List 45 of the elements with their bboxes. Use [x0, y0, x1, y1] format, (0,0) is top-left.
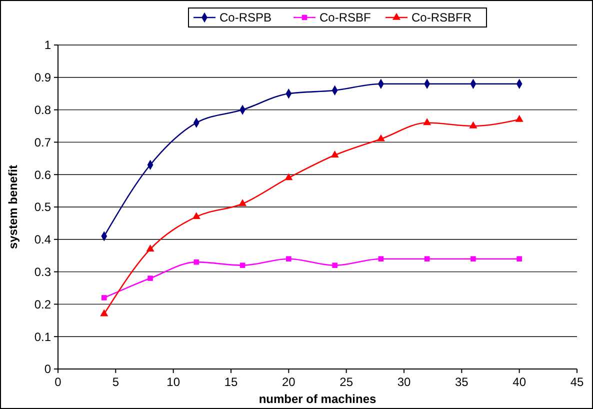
y-tick-label: 0.8 [34, 103, 52, 117]
point [101, 295, 107, 300]
point [378, 256, 384, 262]
x-tick-label: 10 [166, 375, 180, 389]
point [148, 276, 153, 281]
point [240, 262, 246, 268]
y-tick-label: 0.2 [34, 297, 52, 312]
y-tick-label: 0.4 [34, 232, 52, 247]
point [423, 118, 432, 126]
point [516, 256, 522, 262]
y-tick-label: 0.6 [34, 168, 52, 182]
y-tick-label: 0 [44, 362, 52, 376]
y-tick-label: 1 [44, 38, 52, 52]
point [284, 173, 293, 180]
x-tick-label: 35 [454, 375, 469, 389]
x-tick-label: 15 [224, 375, 238, 389]
point [332, 262, 338, 268]
point [238, 199, 247, 206]
y-axis-title: system benefit [6, 164, 20, 250]
point [376, 134, 385, 142]
y-tick-label: 0.9 [34, 70, 52, 85]
point [515, 114, 524, 122]
point [469, 121, 478, 128]
legend-label: Co-RSPB [220, 10, 272, 25]
x-tick-label: 20 [282, 375, 296, 389]
x-axis-title: number of machines [258, 392, 377, 406]
x-tick-label: 30 [397, 375, 411, 389]
point [424, 256, 430, 262]
x-tick-label: 0 [54, 375, 62, 389]
point [470, 256, 476, 262]
legend-label: Co-RSBF [320, 10, 371, 25]
legend-label: Co-RSBFR [412, 10, 472, 25]
x-tick-label: 45 [570, 375, 584, 389]
point [146, 244, 154, 252]
point [100, 309, 108, 316]
point [330, 150, 339, 158]
y-tick-label: 0.5 [34, 200, 52, 214]
x-tick-label: 5 [112, 375, 120, 389]
y-tick-label: 0.3 [34, 265, 52, 279]
point [286, 256, 292, 262]
x-tick-label: 40 [512, 375, 526, 389]
y-tick-label: 0.1 [34, 330, 52, 344]
x-tick-label: 25 [340, 375, 354, 389]
point [192, 212, 200, 220]
y-tick-label: 0.7 [34, 135, 52, 150]
